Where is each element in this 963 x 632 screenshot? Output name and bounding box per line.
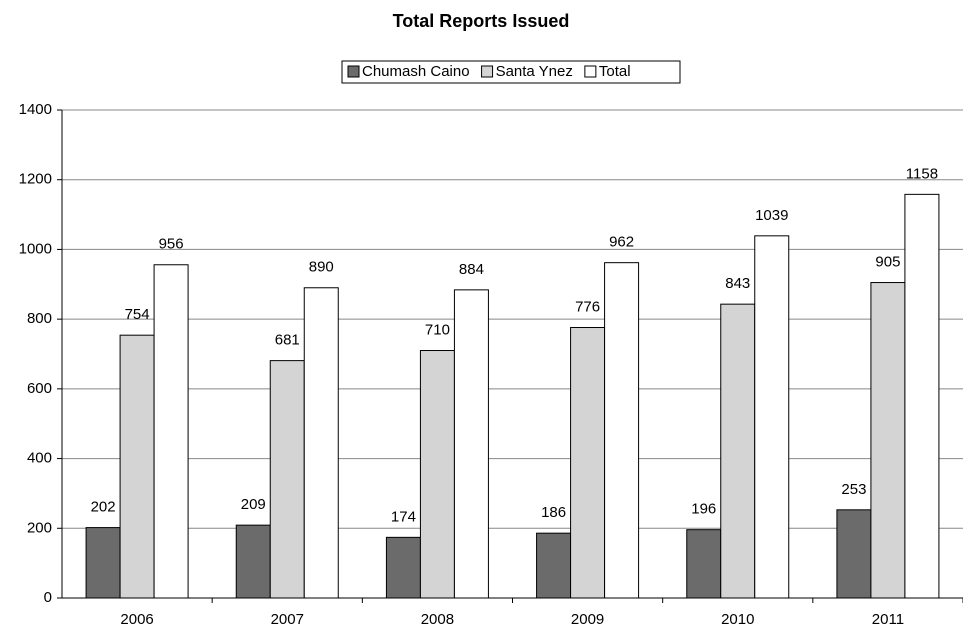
data-label: 956 xyxy=(159,236,184,253)
data-label: 681 xyxy=(275,332,300,349)
legend-swatch xyxy=(347,65,360,78)
data-label: 710 xyxy=(425,321,450,338)
x-tick-label: 2008 xyxy=(421,611,454,628)
x-tick-label: 2010 xyxy=(721,611,754,628)
bar xyxy=(119,334,155,599)
y-tick-label: 1200 xyxy=(19,171,52,188)
data-label: 202 xyxy=(91,499,116,516)
bar xyxy=(303,287,339,599)
bar xyxy=(836,509,872,599)
y-tick-label: 600 xyxy=(27,380,52,397)
y-tick-label: 1000 xyxy=(19,240,52,257)
legend-box xyxy=(341,60,681,84)
data-label: 1039 xyxy=(755,207,788,224)
bar xyxy=(754,235,790,599)
data-label: 843 xyxy=(725,275,750,292)
bar xyxy=(570,327,606,599)
data-label: 962 xyxy=(609,234,634,251)
x-tick-label: 2011 xyxy=(872,611,904,628)
legend-label: Total xyxy=(599,63,631,80)
data-label: 776 xyxy=(575,298,600,315)
data-label: 186 xyxy=(541,504,566,521)
bar xyxy=(269,360,305,599)
bar xyxy=(85,527,121,599)
x-tick-label: 2007 xyxy=(271,611,304,628)
y-tick-label: 1400 xyxy=(19,101,52,118)
legend-swatch xyxy=(481,65,494,78)
legend-swatch xyxy=(584,65,597,78)
x-tick-label: 2009 xyxy=(571,611,604,628)
bar xyxy=(385,536,421,599)
y-tick-label: 800 xyxy=(27,310,52,327)
data-label: 754 xyxy=(125,306,150,323)
data-label: 905 xyxy=(875,254,900,271)
bar xyxy=(419,350,455,599)
y-tick-label: 200 xyxy=(27,519,52,536)
bar xyxy=(453,289,489,599)
bar xyxy=(604,262,640,599)
bar xyxy=(536,532,572,599)
data-label: 196 xyxy=(691,501,716,518)
x-tick-label: 2006 xyxy=(120,611,153,628)
legend-label: Chumash Caino xyxy=(362,63,470,80)
bar xyxy=(904,193,940,599)
chart-title: Total Reports Issued xyxy=(393,11,570,31)
bar xyxy=(235,524,271,599)
data-label: 209 xyxy=(241,496,266,513)
y-tick-label: 400 xyxy=(27,450,52,467)
bar xyxy=(686,529,722,599)
bar xyxy=(870,282,906,599)
y-tick-label: 0 xyxy=(44,589,52,606)
data-label: 890 xyxy=(309,259,334,276)
bar xyxy=(153,264,189,599)
data-label: 884 xyxy=(459,261,484,278)
data-label: 253 xyxy=(841,481,866,498)
bar xyxy=(720,303,756,599)
data-label: 1158 xyxy=(906,165,938,182)
legend-label: Santa Ynez xyxy=(496,63,573,80)
data-label: 174 xyxy=(391,508,416,525)
